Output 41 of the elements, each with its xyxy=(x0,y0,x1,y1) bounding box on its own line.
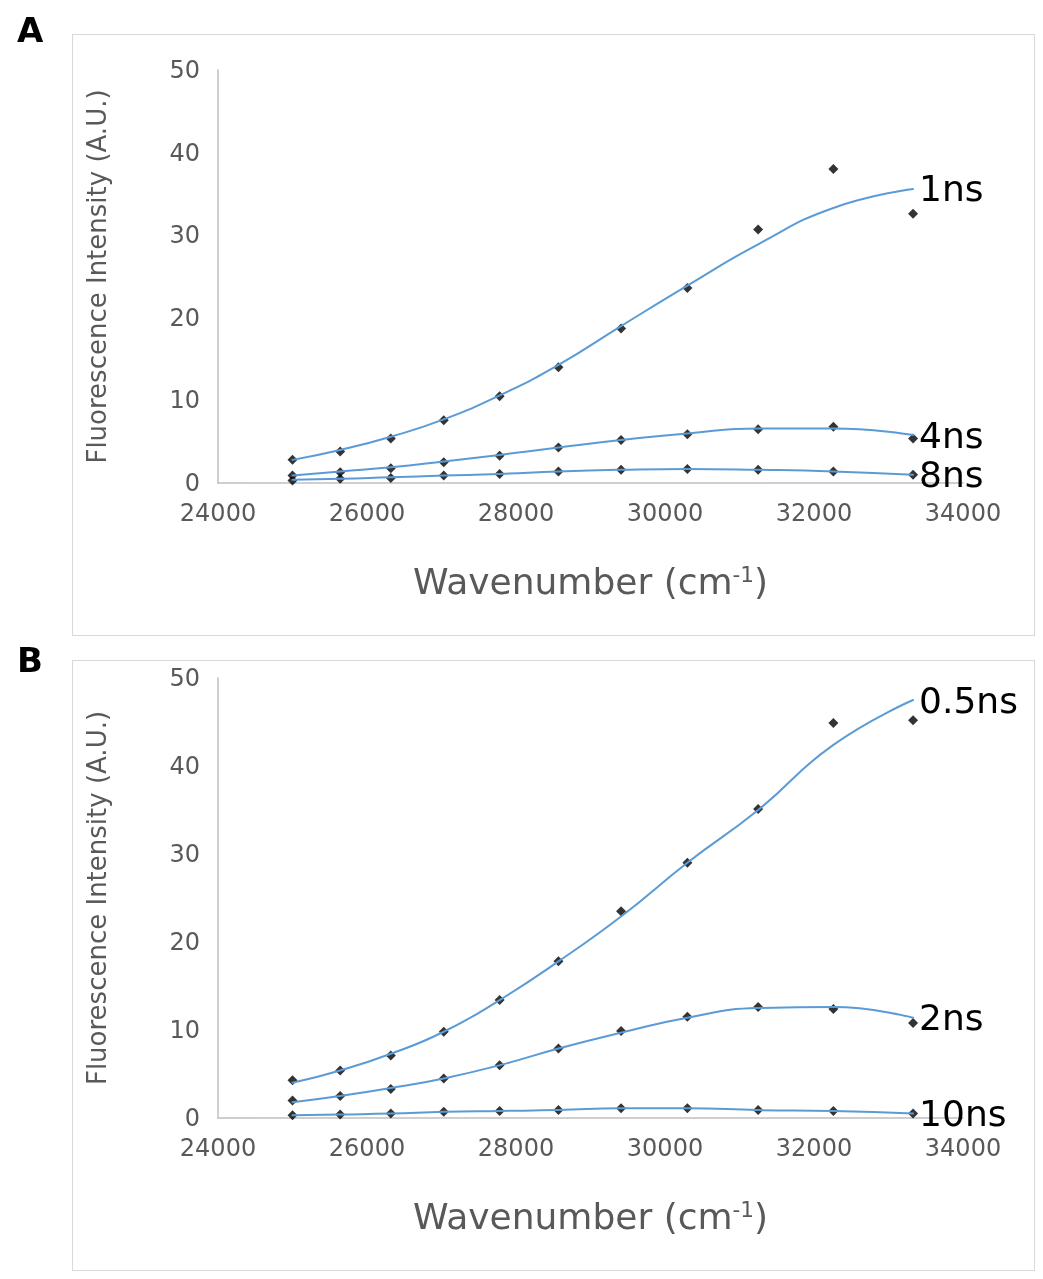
x-tick-label: 32000 xyxy=(775,499,853,527)
y-tick-label: 40 xyxy=(169,138,200,167)
x-tick-label: 30000 xyxy=(626,1134,704,1162)
x-tick-label: 30000 xyxy=(626,499,704,527)
x-tick-label: 28000 xyxy=(477,499,555,527)
point xyxy=(908,1017,919,1028)
chart-title: B xyxy=(17,640,43,680)
x-tick-label: 24000 xyxy=(179,499,257,527)
x-tick-label: 24000 xyxy=(179,1134,257,1162)
y-tick-label: 50 xyxy=(169,664,200,692)
chart-title: A xyxy=(17,10,44,50)
series-label: 4ns xyxy=(919,414,984,456)
x-tick-label: 32000 xyxy=(775,1134,853,1162)
point xyxy=(908,715,919,726)
point xyxy=(753,224,764,235)
series-label: 8ns xyxy=(919,454,984,496)
y-tick-label: 10 xyxy=(169,1016,200,1044)
point xyxy=(828,164,839,175)
series-label: 0.5ns xyxy=(919,679,1018,721)
y-axis-title: Fluorescence Intensity (A.U.) xyxy=(82,89,112,464)
point xyxy=(908,208,919,219)
y-tick-label: 20 xyxy=(169,928,200,956)
y-axis-title: Fluorescence Intensity (A.U.) xyxy=(82,710,112,1086)
y-tick-label: 0 xyxy=(184,1104,200,1132)
y-tick-label: 20 xyxy=(169,303,200,332)
y-tick-label: 10 xyxy=(169,386,200,415)
x-tick-label: 34000 xyxy=(924,1134,1002,1162)
x-tick-label: 26000 xyxy=(328,1134,406,1162)
x-tick-label: 28000 xyxy=(477,1134,555,1162)
series-label: 2ns xyxy=(919,997,984,1039)
y-tick-label: 30 xyxy=(169,840,200,868)
point xyxy=(616,906,627,917)
series-label: 1ns xyxy=(919,168,984,210)
y-tick-label: 50 xyxy=(169,56,200,84)
x-tick-label: 34000 xyxy=(924,499,1002,527)
x-tick-label: 26000 xyxy=(328,499,406,527)
y-tick-label: 30 xyxy=(169,221,200,250)
y-tick-label: 40 xyxy=(169,752,200,780)
y-tick-label: 0 xyxy=(184,469,200,497)
series-label: 10ns xyxy=(919,1093,1007,1135)
point xyxy=(828,717,839,728)
